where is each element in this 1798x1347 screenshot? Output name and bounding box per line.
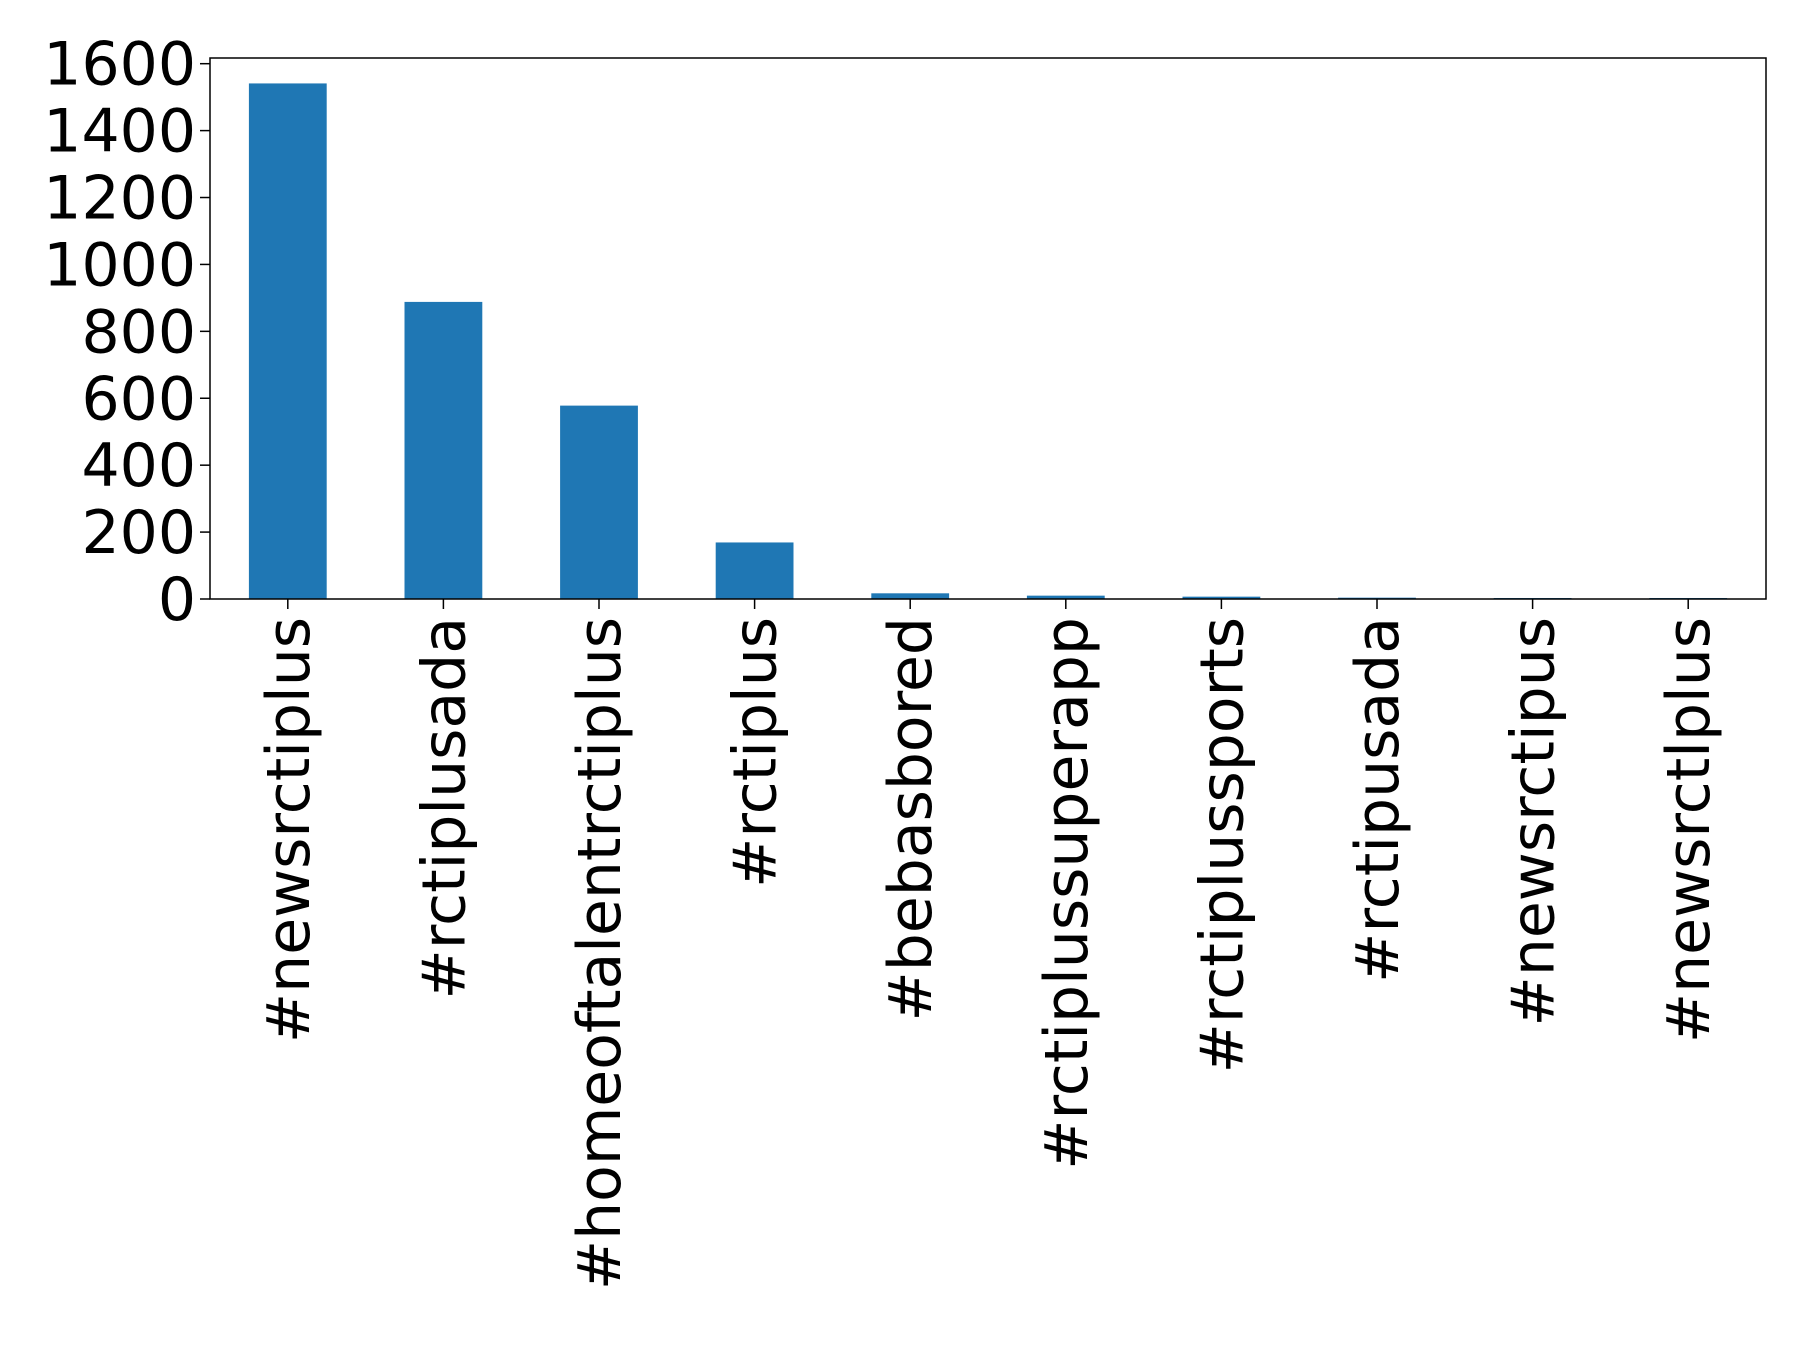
x-tick-label: #newsrctlplus [1654,617,1724,1043]
bar [871,593,950,599]
x-tick-label: #rctiplus [721,617,791,888]
y-tick-label: 800 [81,297,196,367]
bar [248,83,327,599]
x-tick-label: #rctiplussuperapp [1032,617,1102,1170]
x-tick-label: #newsrctipus [1499,617,1569,1026]
y-tick-label: 1600 [43,30,196,100]
x-tick-label: #rctiplussports [1187,617,1257,1073]
x-tick-label: #newsrctiplus [254,617,324,1043]
x-tick-label: #homeoftalentrctiplus [565,617,635,1290]
plot-frame [209,57,1767,600]
y-tick-label: 1000 [43,230,196,300]
y-tick-label: 400 [81,431,196,501]
x-tick-label: #rctiplusada [409,617,479,999]
y-tick-label: 1200 [43,164,196,234]
x-tick-label: #bebasbored [876,617,946,1022]
y-tick-label: 1400 [43,97,196,167]
bar [1026,595,1105,599]
bar [1182,596,1261,599]
bar [404,301,483,599]
x-tick-label: #rctipusada [1343,617,1413,983]
y-tick-label: 600 [81,364,196,434]
bar [560,405,638,599]
y-tick-label: 0 [158,565,196,635]
bar [715,542,794,599]
y-tick-label: 200 [81,498,196,568]
